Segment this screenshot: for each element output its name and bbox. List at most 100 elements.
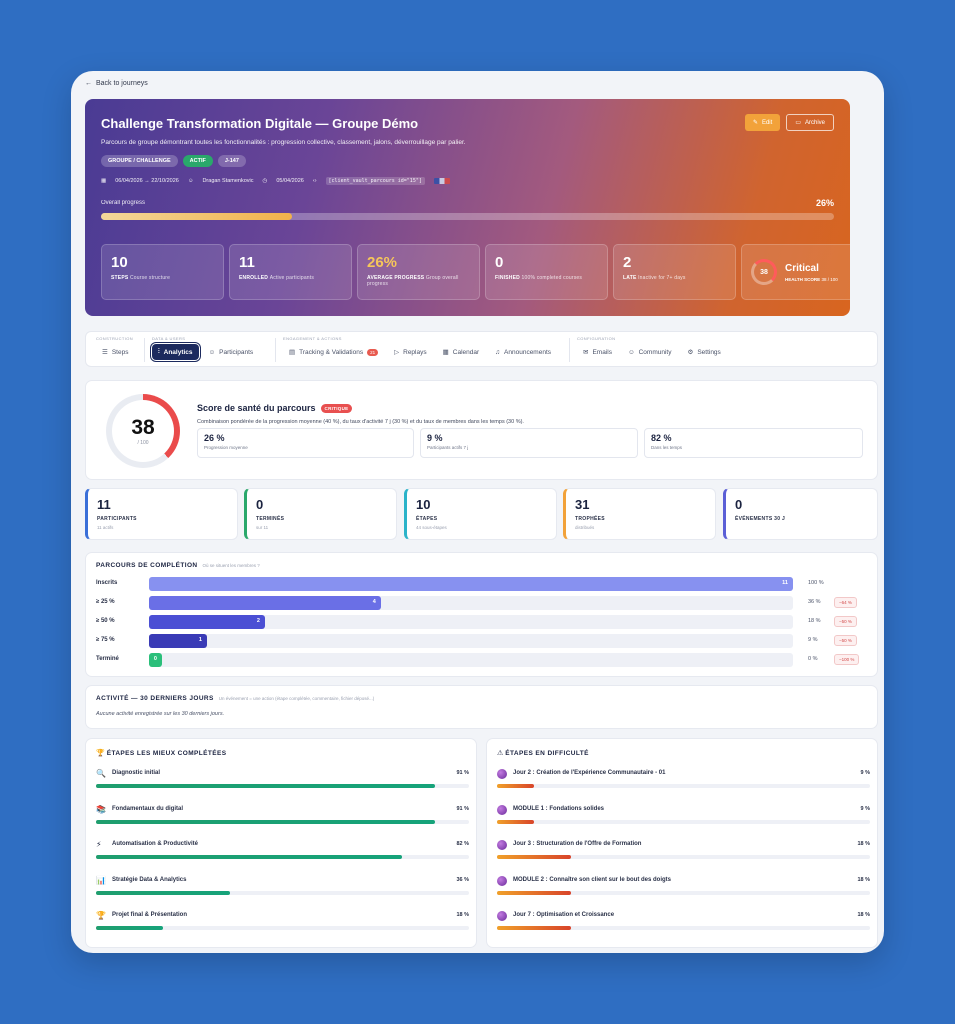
best-step-item[interactable]: 🏆 Projet final & Présentation 18 % — [96, 911, 469, 941]
difficult-step-item[interactable]: MODULE 1 : Fondations solides 9 % — [497, 804, 870, 835]
funnel-bar-track: 0 — [149, 653, 793, 667]
step-name: Fondamentaux du digital — [112, 805, 184, 812]
health-score-gauge: 38/ 100 — [106, 394, 180, 468]
step-name: Jour 2 : Création de l'Expérience Commun… — [513, 770, 666, 776]
tab-community[interactable]: ☺ Community — [627, 348, 672, 356]
activity-empty: Aucune activité enregistrée sur les 30 d… — [96, 711, 225, 717]
shortcode[interactable]: [client_vault_parcours id="15"] — [325, 177, 425, 185]
step-progress-fill — [96, 819, 436, 824]
calendar-icon: ▦ — [442, 349, 449, 356]
kpi-participants: 11 PARTICIPANTS 11 actifs — [85, 488, 238, 540]
arrow-left-icon: ← — [85, 80, 92, 87]
step-percent: 82 % — [456, 841, 469, 847]
step-percent: 91 % — [456, 805, 469, 812]
flag-icon — [433, 178, 450, 184]
difficult-steps-card: ⚠ ÉTAPES EN DIFFICULTÉ Jour 2 : Création … — [486, 738, 878, 948]
funnel-drop-badge: −64 % — [834, 597, 857, 608]
best-step-item[interactable]: 🔍 Diagnostic initial 91 % — [96, 769, 469, 799]
funnel-percent: 9 % — [808, 637, 818, 643]
stat-health: 38 Critical HEALTH SCORE 38 / 100 — [741, 244, 850, 300]
difficult-step-item[interactable]: Jour 3 : Structuration de l'Offre de For… — [497, 840, 870, 870]
step-icon: ⚡ — [96, 840, 102, 849]
progress-percent: 26% — [815, 198, 834, 208]
funnel-title: PARCOURS DE COMPLÉTION Où se situent les … — [96, 562, 260, 569]
step-progress-track — [96, 819, 469, 824]
tab-settings[interactable]: ⚙ Settings — [687, 348, 721, 357]
date-range: 06/04/2026 → 22/10/2026 — [115, 178, 179, 184]
edit-button[interactable]: ✎ Edit — [744, 114, 781, 131]
step-progress-track — [96, 926, 469, 930]
back-link[interactable]: ← Back to journeys — [85, 80, 148, 87]
best-step-item[interactable]: ⚡ Automatisation & Productivité 82 % — [96, 840, 469, 870]
metric-active: 9 % Participants actifs 7 j — [420, 428, 638, 458]
difficult-step-item[interactable]: MODULE 2 : Connaître son client sur le b… — [497, 875, 870, 906]
step-progress-fill — [96, 890, 231, 895]
mail-icon: ✉ — [583, 349, 589, 356]
funnel-row: ≥ 50 % 2 18 % −50 % — [96, 615, 871, 629]
tab-steps[interactable]: ☰ Steps — [102, 348, 129, 357]
doc-icon: ▤ — [289, 349, 296, 356]
calendar-icon: ▦ — [101, 178, 107, 184]
tab-participants[interactable]: ☺ Participants — [208, 348, 254, 356]
best-step-item[interactable]: 📚 Fondamentaux du digital 91 % — [96, 805, 469, 835]
step-name: MODULE 2 : Connaître son client sur le b… — [513, 876, 672, 883]
completion-funnel-card: PARCOURS DE COMPLÉTION Où se situent les … — [85, 552, 878, 677]
step-progress-fill — [497, 855, 571, 859]
user-icon: ☺ — [187, 178, 194, 184]
funnel-bar-track: 2 — [149, 615, 793, 629]
journey-title: Challenge Transformation Digitale — Grou… — [101, 116, 419, 131]
tab-replays[interactable]: ▷ Replays — [394, 348, 427, 357]
best-step-item[interactable]: 📊 Stratégie Data & Analytics 36 % — [96, 876, 469, 906]
funnel-drop-badge: −100 % — [834, 654, 860, 665]
stat-steps: 10 STEPS Course structure — [101, 244, 224, 300]
funnel-bar-track: 4 — [149, 596, 793, 610]
health-title: Score de santé du parcours CRITIQUE — [197, 403, 353, 413]
tab-analytics[interactable]: ⫶ Analytics — [152, 344, 199, 360]
step-percent: 18 % — [456, 912, 469, 918]
journey-description: Parcours de groupe démontrant toutes les… — [101, 139, 466, 146]
tab-announcements[interactable]: ♫ Announcements — [495, 348, 552, 356]
tab-calendar[interactable]: ▦ Calendar — [442, 348, 480, 357]
warning-icon: ⚠ — [497, 750, 504, 757]
step-progress-fill — [497, 926, 571, 930]
archive-button[interactable]: ▭ Archive — [786, 114, 834, 131]
tab-tracking[interactable]: ▤ Tracking & Validations 21 — [283, 344, 384, 360]
funnel-label: ≥ 25 % — [96, 599, 115, 605]
funnel-count: 11 — [782, 580, 788, 586]
metric-progress: 26 % Progression moyenne — [197, 428, 414, 458]
funnel-bar-track: 1 — [149, 634, 793, 648]
best-steps-card: 🏆 ÉTAPES LES MIEUX COMPLÉTÉES 🔍 Diagnostic… — [85, 738, 477, 948]
difficult-step-item[interactable]: Jour 7 : Optimisation et Croissance 18 % — [497, 911, 870, 941]
funnel-percent: 0 % — [808, 656, 818, 662]
step-progress-fill — [497, 819, 534, 824]
activity-title: ACTIVITÉ — 30 DERNIERS JOURS Un événement… — [96, 695, 375, 702]
step-name: Jour 3 : Structuration de l'Offre de For… — [513, 841, 642, 847]
kpi-events: 0 ÉVÉNEMENTS 30 J — [723, 488, 878, 540]
progress-fill — [101, 213, 292, 220]
users-icon: ☺ — [208, 348, 216, 356]
tab-emails[interactable]: ✉ Emails — [583, 348, 612, 357]
funnel-percent: 18 % — [808, 618, 821, 624]
difficult-step-item[interactable]: Jour 2 : Création de l'Expérience Commun… — [497, 769, 870, 799]
step-progress-fill — [497, 784, 534, 788]
edit-icon: ✎ — [752, 120, 758, 126]
step-progress-track — [96, 784, 469, 788]
stat-enrolled: 11 ENROLLED Active participants — [229, 244, 352, 300]
funnel-label: ≥ 50 % — [96, 618, 115, 624]
kpi-trophies: 31 TROPHÉES distribués — [563, 488, 716, 540]
created-date: 05/04/2026 — [276, 178, 304, 184]
step-progress-track — [497, 784, 870, 788]
kpi-finished: 0 TERMINÉS sur 11 — [244, 488, 397, 540]
stat-average-progress: 26% AVERAGE PROGRESS Group overall progre… — [357, 244, 480, 300]
step-icon: 🔍 — [96, 769, 106, 778]
type-tag: GROUPE / CHALLENGE — [101, 155, 178, 167]
author: Dragan Stamenkovic — [202, 178, 254, 184]
funnel-percent: 100 % — [808, 580, 824, 586]
funnel-percent: 36 % — [808, 599, 821, 605]
step-percent: 36 % — [456, 876, 469, 883]
best-steps-title: 🏆 ÉTAPES LES MIEUX COMPLÉTÉES — [96, 750, 227, 757]
step-progress-track — [497, 819, 870, 824]
step-name: Jour 7 : Optimisation et Croissance — [513, 912, 615, 918]
step-progress-track — [96, 890, 469, 895]
funnel-count: 4 — [372, 599, 376, 605]
